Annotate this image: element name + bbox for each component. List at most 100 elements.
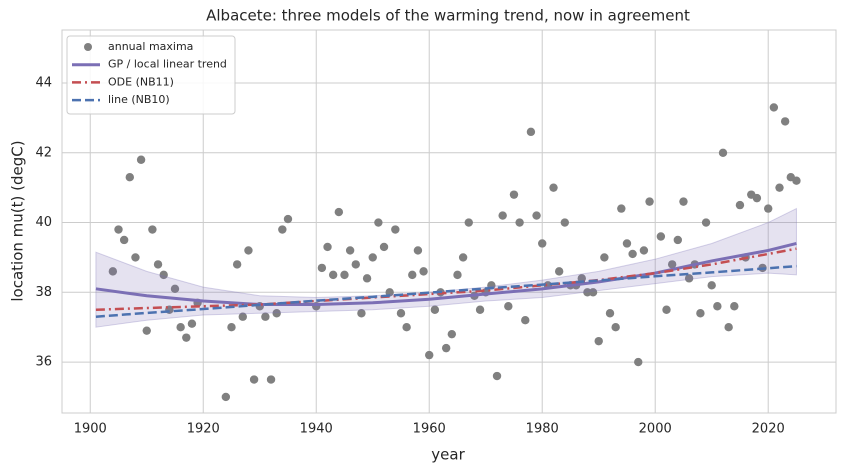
data-point [114,225,123,234]
data-point [227,322,236,332]
data-point [238,312,247,321]
plot-frame [61,29,837,414]
data-point [730,302,739,311]
legend: annual maxima GP / local linear trend ODE … [66,35,236,115]
data-point [357,309,366,318]
data-point [752,193,762,203]
x-tick-label: 1900 [74,422,107,437]
data-point [425,350,434,360]
x-tick-label: 1980 [526,422,559,437]
data-point [764,204,773,213]
legend-marker [84,43,92,51]
data-point [509,190,519,199]
data-point [131,253,140,262]
data-point [385,288,394,297]
data-point [521,316,530,325]
legend-label: annual maxima [108,40,193,53]
data-point [769,103,779,112]
data-point [221,392,231,402]
data-point [622,239,632,248]
data-point [707,281,716,290]
x-tick-label: 2000 [639,422,672,437]
y-tick-label: 40 [35,215,52,230]
data-point [588,288,598,297]
data-point [136,155,146,164]
data-point [391,225,400,234]
data-point [153,260,163,269]
y-tick-label: 36 [35,355,52,370]
data-point [656,232,666,241]
data-point [441,343,451,353]
data-point [780,117,790,126]
y-tick-label: 42 [35,145,52,160]
data-point [792,176,801,185]
x-tick-label: 1920 [187,422,220,437]
data-point [328,270,338,280]
data-point [560,218,570,227]
data-point [554,267,564,276]
data-point [125,173,134,182]
data-point [549,183,558,192]
data-point [368,253,377,262]
data-point [408,270,417,280]
data-point [396,309,406,318]
data-point [351,260,360,269]
data-point [317,263,327,273]
legend-label: line (NB10) [108,93,170,106]
legend-label: ODE (NB11) [108,75,174,88]
data-point [667,260,677,269]
confidence-band [95,207,797,328]
data-point [673,235,683,245]
data-point [334,207,344,217]
data-point [538,239,547,248]
data-point [662,305,671,314]
data-point [718,148,728,157]
data-point [159,270,168,280]
data-point [713,302,722,311]
data-point [628,249,637,259]
data-point [724,322,733,332]
data-point [379,242,389,252]
data-point [453,270,462,280]
data-point [594,336,603,346]
trend-line [95,247,797,311]
data-point [278,225,287,234]
legend-label: GP / local linear trend [108,58,227,71]
data-point [272,309,281,318]
x-tick-label: 1940 [300,422,333,437]
data-point [419,267,428,276]
data-point [232,260,242,269]
x-axis-label: year [431,446,465,464]
data-point [605,309,615,318]
data-point [684,274,694,283]
data-point [645,197,654,206]
data-point [701,218,711,227]
data-point [413,246,423,255]
data-point [515,218,524,227]
data-point [148,225,157,234]
data-point [498,211,507,220]
data-point [345,246,355,255]
data-point [775,183,784,192]
data-point [611,322,620,332]
trend-line [95,242,797,307]
data-point [108,267,118,276]
data-point [249,375,259,384]
data-point [679,197,688,206]
data-point [142,326,151,335]
legend-box [66,35,236,115]
data-point [244,246,253,255]
y-tick-label: 44 [35,76,52,91]
data-point [430,305,440,314]
data-point [475,305,485,314]
data-point [170,284,180,294]
data-point [464,218,473,227]
data-point [182,333,191,342]
trend-line [95,264,797,318]
chart-title: Albacete: three models of the warming tr… [206,7,690,25]
y-axis-label: location mu(t) (degC) [9,140,27,301]
data-point [402,322,411,332]
data-point [119,235,129,245]
data-point [617,204,626,213]
